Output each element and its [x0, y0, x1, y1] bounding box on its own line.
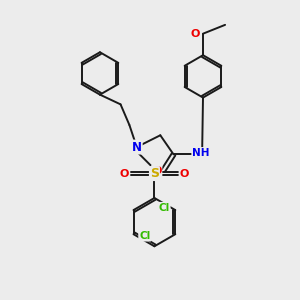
Text: Cl: Cl: [139, 231, 150, 241]
Text: O: O: [152, 166, 161, 176]
Text: O: O: [120, 169, 129, 178]
Text: NH: NH: [192, 148, 210, 158]
Text: O: O: [180, 169, 189, 178]
Text: S: S: [150, 167, 159, 180]
Text: Cl: Cl: [158, 203, 170, 213]
Text: N: N: [132, 141, 142, 154]
Text: O: O: [191, 29, 200, 39]
